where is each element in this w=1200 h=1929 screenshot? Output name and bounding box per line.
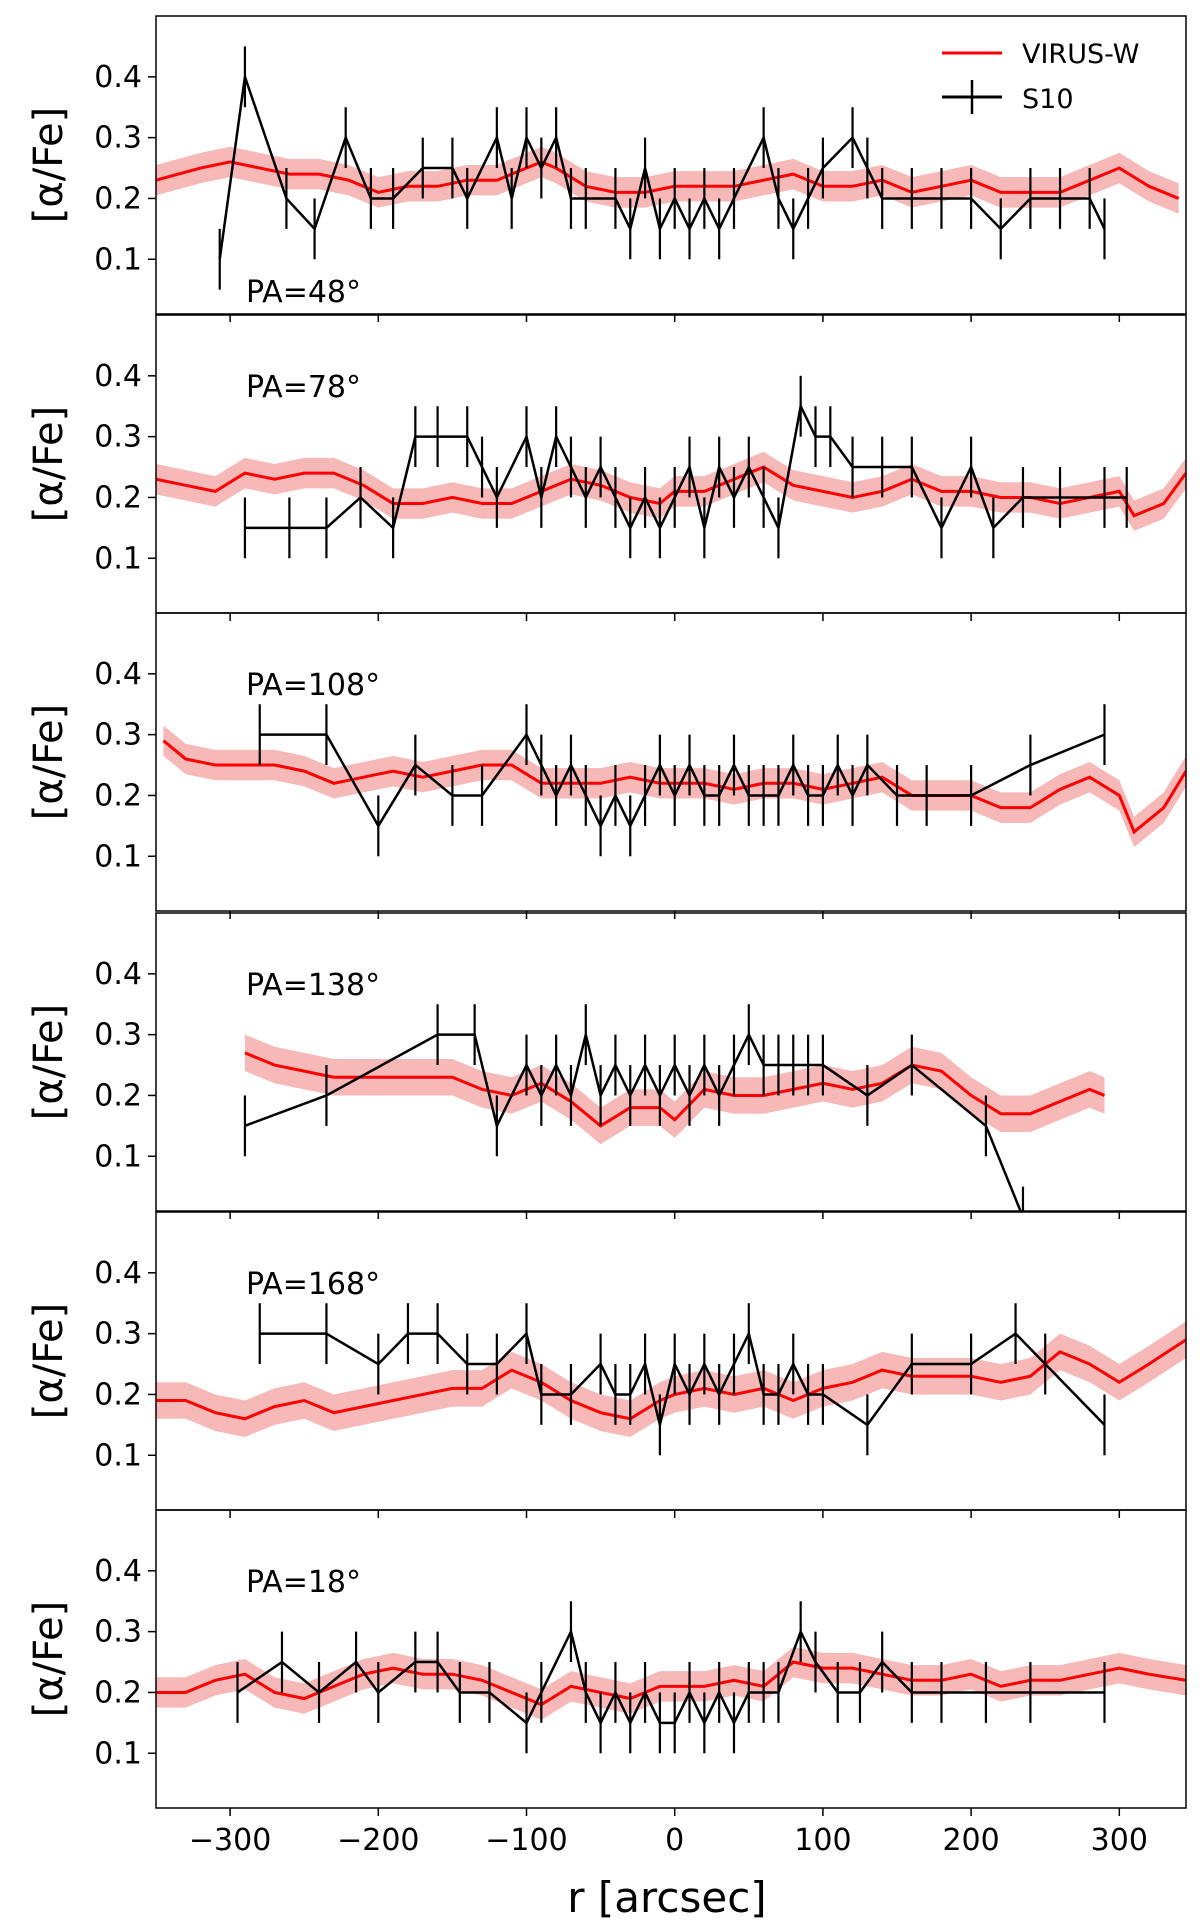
- x-tick-label: −300: [189, 1823, 271, 1858]
- y-tick-label: 0.1: [94, 1438, 142, 1473]
- y-tick-label: 0.4: [94, 1256, 142, 1291]
- plot-area: [156, 375, 1186, 559]
- y-tick-label: 0.1: [94, 1736, 142, 1771]
- plot-area: [156, 1303, 1186, 1456]
- y-tick-label: 0.1: [94, 541, 142, 576]
- y-tick-label: 0.2: [94, 181, 142, 216]
- y-tick-label: 0.1: [94, 1139, 142, 1174]
- panel-frame: [155, 612, 1187, 912]
- y-axis-label: [α/Fe]: [26, 1004, 72, 1120]
- s10-line: [236, 1627, 1105, 1726]
- plot-area: [156, 46, 1180, 290]
- s10-line: [259, 1329, 1106, 1427]
- y-tick-label: 0.4: [94, 60, 142, 95]
- x-tick-label: 200: [942, 1823, 999, 1858]
- pa-label: PA=108°: [246, 668, 380, 703]
- y-axis-label: [α/Fe]: [26, 406, 72, 522]
- y-tick-label: 0.2: [94, 778, 142, 813]
- y-tick-label: 0.2: [94, 1078, 142, 1113]
- x-axis: −300 −200 −100 0 100 200 300: [189, 1823, 1148, 1858]
- pa-label: PA=18°: [246, 1565, 361, 1600]
- virus-w-band: [244, 1034, 1105, 1145]
- x-tick-label: −200: [337, 1823, 419, 1858]
- pa-label: PA=48°: [246, 275, 361, 310]
- y-tick-label: 0.2: [94, 1675, 142, 1710]
- virus-w-band: [156, 1646, 1186, 1720]
- y-tick-label: 0.2: [94, 480, 142, 515]
- x-tick-label: −100: [485, 1823, 567, 1858]
- y-axis-label: [α/Fe]: [26, 1601, 72, 1717]
- y-tick-label: 0.3: [94, 121, 142, 156]
- pa-label: PA=138°: [246, 968, 380, 1003]
- panel-4: 0.1 0.2 0.3 0.4 [α/Fe] PA=138°: [26, 912, 1187, 1219]
- y-tick-label: 0.3: [94, 1018, 142, 1053]
- y-tick-label: 0.4: [94, 1554, 142, 1589]
- plot-area: [243, 1004, 1106, 1211]
- virus-w-band: [156, 146, 1179, 214]
- x-tick-label: 0: [665, 1823, 684, 1858]
- panel-3: 0.1 0.2 0.3 0.4 [α/Fe] PA=108°: [26, 612, 1187, 919]
- y-axis-label: [α/Fe]: [26, 704, 72, 820]
- y-tick-label: 0.3: [94, 1615, 142, 1650]
- y-axis-label: [α/Fe]: [26, 107, 72, 223]
- pa-label: PA=168°: [246, 1267, 380, 1302]
- x-axis-label: r [arcsec]: [567, 1873, 766, 1922]
- y-tick-label: 0.2: [94, 1377, 142, 1412]
- y-tick-label: 0.1: [94, 242, 142, 277]
- pa-label: PA=78°: [246, 370, 361, 405]
- x-tick-label: 100: [794, 1823, 851, 1858]
- virus-w-line: [156, 160, 1180, 200]
- y-tick-label: 0.4: [94, 657, 142, 692]
- s10-line: [244, 1031, 1022, 1211]
- virus-w-line: [244, 1051, 1106, 1128]
- y-axis-label: [α/Fe]: [26, 1303, 72, 1419]
- virus-w-band: [156, 451, 1186, 531]
- y-tick-label: 0.4: [94, 359, 142, 394]
- panel-1: 0.1 0.2 0.3 0.4 [α/Fe] PA=48°: [26, 15, 1187, 322]
- y-tick-label: 0.3: [94, 718, 142, 753]
- panel-frame: [155, 1509, 1187, 1809]
- plot-area: [156, 1601, 1186, 1754]
- y-tick-label: 0.3: [94, 1317, 142, 1352]
- y-tick-label: 0.3: [94, 420, 142, 455]
- s10-line: [218, 76, 1106, 260]
- panels-group: 0.1 0.2 0.3 0.4 [α/Fe] PA=48° 0.1 0.2 0.3 0.4 [α/F…: [26, 15, 1187, 1816]
- panel-frame: [155, 912, 1187, 1212]
- virus-w-line: [156, 1660, 1186, 1707]
- y-tick-label: 0.4: [94, 957, 142, 992]
- y-tick-label: 0.1: [94, 839, 142, 874]
- panel-frame: [155, 15, 1187, 315]
- x-tick-label: 300: [1091, 1823, 1148, 1858]
- panel-2: 0.1 0.2 0.3 0.4 [α/Fe] PA=78°: [26, 314, 1187, 621]
- panel-5: 0.1 0.2 0.3 0.4 [α/Fe] PA=168°: [26, 1211, 1187, 1518]
- legend: VIRUS-W S10: [942, 39, 1139, 115]
- legend-virus-label: VIRUS-W: [1022, 39, 1139, 70]
- plot-area: [162, 704, 1186, 857]
- legend-s10-label: S10: [1022, 84, 1074, 115]
- panel-6: 0.1 0.2 0.3 0.4 [α/Fe] PA=18°: [26, 1509, 1187, 1816]
